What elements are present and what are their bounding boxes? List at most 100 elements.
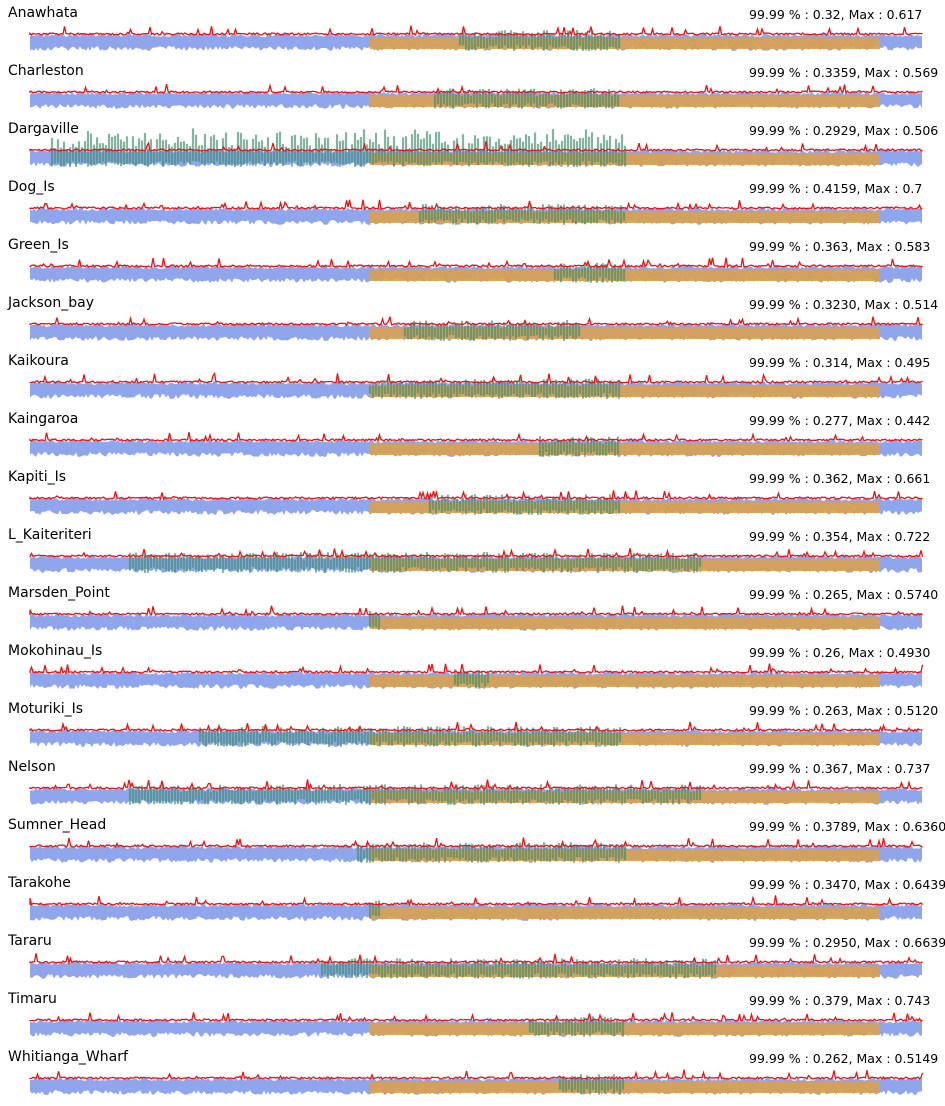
peak-trace xyxy=(29,721,923,734)
tide-trace xyxy=(29,431,923,457)
station-panel: Mokohinau_Is 99.99 % : 0.26, Max : 0.493… xyxy=(0,638,945,696)
tide-trace xyxy=(29,895,923,921)
peak-trace xyxy=(29,895,923,907)
station-stats: 99.99 % : 0.262, Max : 0.5149 xyxy=(749,1051,939,1066)
station-stats: 99.99 % : 0.354, Max : 0.722 xyxy=(749,529,931,544)
overlay-series xyxy=(453,669,490,689)
station-name: Whitianga_Wharf xyxy=(8,1049,128,1065)
station-name: Tararu xyxy=(8,933,52,949)
overlay-series xyxy=(368,900,381,919)
peak-trace xyxy=(29,953,923,966)
station-name: Tarakohe xyxy=(8,875,71,891)
overlay-band xyxy=(370,908,880,919)
overlay-series xyxy=(418,204,626,225)
station-name: Kapiti_Is xyxy=(8,469,67,485)
peak-trace xyxy=(29,663,924,676)
overlay-band xyxy=(370,328,880,339)
station-stats: 99.99 % : 0.3789, Max : 0.6360 xyxy=(749,819,945,834)
overlay-band xyxy=(370,96,880,107)
overlay-series xyxy=(368,610,381,630)
overlay-series xyxy=(538,436,620,457)
station-panel: Marsden_Point 99.99 % : 0.265, Max : 0.5… xyxy=(0,580,945,638)
overlay-series xyxy=(128,552,702,573)
station-name: Dog_Is xyxy=(8,179,55,195)
station-panel: Sumner_Head 99.99 % : 0.3789, Max : 0.63… xyxy=(0,812,945,870)
overlay-series xyxy=(428,494,621,515)
station-panel: Dargaville 99.99 % : 0.2929, Max : 0.506 xyxy=(0,116,945,174)
station-name: Kaikoura xyxy=(8,353,69,369)
station-panel: Timaru 99.99 % : 0.379, Max : 0.743 xyxy=(0,986,945,1044)
station-stats: 99.99 % : 0.314, Max : 0.495 xyxy=(749,355,931,370)
tide-trace xyxy=(29,489,923,515)
station-stats: 99.99 % : 0.362, Max : 0.661 xyxy=(749,471,931,486)
station-name: Nelson xyxy=(8,759,56,775)
overlay-series xyxy=(128,784,702,805)
station-panel: Tararu 99.99 % : 0.2950, Max : 0.6639 xyxy=(0,928,945,986)
station-stats: 99.99 % : 0.4159, Max : 0.7 xyxy=(749,181,923,196)
station-panel: Green_Is 99.99 % : 0.363, Max : 0.583 xyxy=(0,232,945,290)
tide-trace xyxy=(29,128,923,167)
station-panel: Tarakohe 99.99 % : 0.3470, Max : 0.6439 xyxy=(0,870,945,928)
station-panel: Dog_Is 99.99 % : 0.4159, Max : 0.7 xyxy=(0,174,945,232)
station-panel: Anawhata 99.99 % : 0.32, Max : 0.617 xyxy=(0,0,945,58)
tide-trace xyxy=(29,25,923,51)
peak-trace xyxy=(29,371,923,385)
station-stats: 99.99 % : 0.26, Max : 0.4930 xyxy=(749,645,931,660)
tide-trace xyxy=(29,837,923,863)
tide-trace xyxy=(29,316,923,341)
tide-trace xyxy=(29,1069,924,1095)
station-stats: 99.99 % : 0.265, Max : 0.5740 xyxy=(749,587,939,602)
peak-trace xyxy=(29,199,923,211)
overlay-series xyxy=(320,958,717,979)
station-name: Mokohinau_Is xyxy=(8,643,103,659)
station-name: Marsden_Point xyxy=(8,585,110,601)
station-stats: 99.99 % : 0.367, Max : 0.737 xyxy=(749,761,931,776)
station-stats: 99.99 % : 0.32, Max : 0.617 xyxy=(749,7,923,22)
tide-trace xyxy=(29,547,924,573)
station-stats: 99.99 % : 0.363, Max : 0.583 xyxy=(749,239,931,254)
overlay-series xyxy=(403,320,581,341)
peak-trace xyxy=(29,547,924,559)
station-name: Charleston xyxy=(8,63,84,79)
peak-trace xyxy=(29,25,923,38)
station-name: Moturiki_Is xyxy=(8,701,84,717)
peak-trace xyxy=(29,83,923,95)
overlay-band xyxy=(370,386,880,397)
tide-trace xyxy=(29,721,923,747)
station-name: Timaru xyxy=(8,991,57,1007)
tide-trace xyxy=(29,257,923,283)
peak-trace xyxy=(29,605,923,617)
station-stats: 99.99 % : 0.3230, Max : 0.514 xyxy=(749,297,939,312)
peak-trace xyxy=(29,837,923,849)
station-panel: Nelson 99.99 % : 0.367, Max : 0.737 xyxy=(0,754,945,812)
overlay-band xyxy=(370,38,880,49)
overlay-band xyxy=(370,1024,880,1035)
overlay-series xyxy=(368,378,621,399)
peak-trace xyxy=(29,1011,923,1023)
station-panel: Whitianga_Wharf 99.99 % : 0.262, Max : 0… xyxy=(0,1044,945,1102)
overlay-series xyxy=(198,726,622,747)
overlay-series xyxy=(553,262,626,283)
peak-trace xyxy=(29,141,923,152)
overlay-band xyxy=(370,618,880,629)
station-stats: 99.99 % : 0.277, Max : 0.442 xyxy=(749,413,931,428)
overlay-series xyxy=(558,1074,625,1095)
station-panel: Charleston 99.99 % : 0.3359, Max : 0.569 xyxy=(0,58,945,116)
station-panel: L_Kaiteriteri 99.99 % : 0.354, Max : 0.7… xyxy=(0,522,945,580)
station-stats: 99.99 % : 0.2929, Max : 0.506 xyxy=(749,123,939,138)
station-name: L_Kaiteriteri xyxy=(8,527,92,543)
tide-trace xyxy=(29,663,924,689)
station-name: Sumner_Head xyxy=(8,817,107,833)
peak-trace xyxy=(29,489,923,501)
station-panel: Jackson_bay 99.99 % : 0.3230, Max : 0.51… xyxy=(0,290,945,348)
overlay-band xyxy=(370,734,880,745)
overlay-series xyxy=(528,1016,625,1037)
station-name: Kaingaroa xyxy=(8,411,79,427)
peak-trace xyxy=(29,779,923,791)
tide-trace xyxy=(29,1011,923,1037)
overlay-series xyxy=(433,88,620,109)
station-stats: 99.99 % : 0.3359, Max : 0.569 xyxy=(749,65,939,80)
tide-trace xyxy=(29,371,923,399)
station-stats: 99.99 % : 0.2950, Max : 0.6639 xyxy=(749,935,945,950)
